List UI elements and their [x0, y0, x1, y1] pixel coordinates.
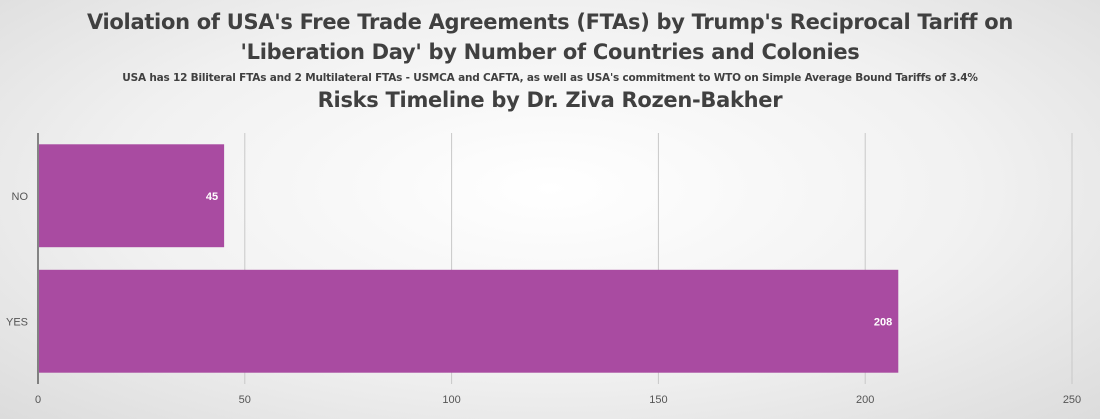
chart-title-line-2: 'Liberation Day' by Number of Countries … [240, 40, 860, 64]
x-tick-label: 200 [856, 394, 874, 406]
chart-title-line-1: Violation of USA's Free Trade Agreements… [86, 10, 1014, 34]
chart-title-line-3: Risks Timeline by Dr. Ziva Rozen-Bakher [317, 88, 783, 112]
x-tick-label: 250 [1063, 394, 1081, 406]
x-tick-label: 50 [239, 394, 251, 406]
x-tick-label: 150 [649, 394, 667, 406]
x-tick-label: 100 [442, 394, 460, 406]
y-category-label: NO [12, 191, 29, 203]
y-category-label: YES [6, 316, 28, 328]
bar-no [39, 144, 225, 248]
chart-subtitle: USA has 12 Biliteral FTAs and 2 Multilat… [122, 72, 978, 84]
x-tick-label: 0 [35, 394, 41, 406]
data-label: 45 [206, 191, 218, 203]
data-label: 208 [874, 316, 892, 328]
axes: 0 50 100 150 200 250 NO YES [6, 133, 1081, 406]
bar-yes [39, 269, 899, 373]
bars: 45 208 [39, 144, 899, 373]
